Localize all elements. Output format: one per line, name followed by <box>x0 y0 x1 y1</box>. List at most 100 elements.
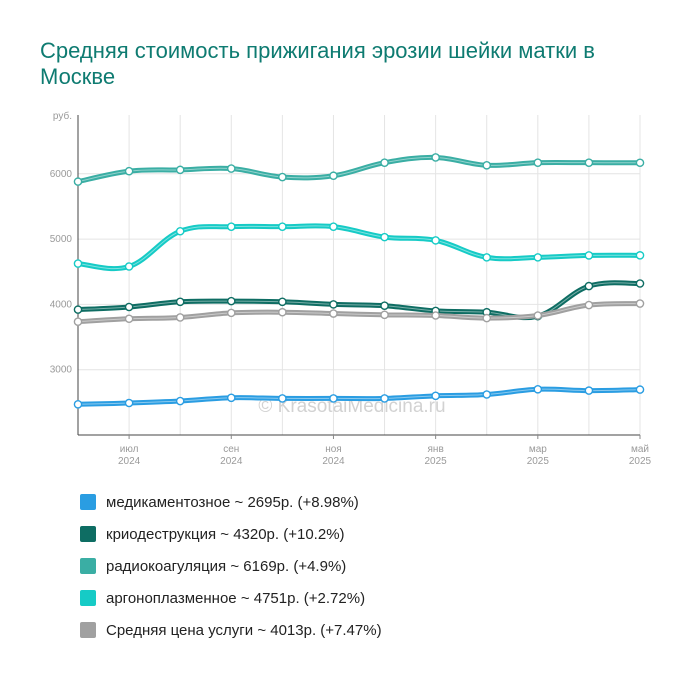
data-point <box>380 158 389 167</box>
legend-swatch <box>80 526 96 542</box>
data-point <box>226 296 236 306</box>
legend-series-summary: ~ 2695р. (+8.98%) <box>234 493 359 511</box>
x-tick-label-month: май <box>631 444 649 455</box>
legend-series-summary: ~ 4013р. (+7.47%) <box>257 621 382 639</box>
legend-series-summary: ~ 6169р. (+4.9%) <box>230 557 347 575</box>
series-line-highlight <box>77 303 641 323</box>
x-tick-label-year: 2024 <box>118 456 141 467</box>
data-point <box>278 307 287 317</box>
data-point <box>329 222 338 231</box>
legend-series-name: радиокоагуляция <box>106 557 227 575</box>
data-point <box>431 153 440 162</box>
x-tick-label-year: 2025 <box>527 456 550 467</box>
data-point <box>329 394 338 403</box>
legend-item-4: аргоноплазменное ~ 4751р. (+2.72%) <box>80 582 382 614</box>
series-4 <box>73 222 645 272</box>
data-point <box>380 394 389 403</box>
x-tick-label-year: 2024 <box>220 456 243 467</box>
data-point <box>482 390 492 399</box>
legend-swatch <box>80 494 96 510</box>
y-tick-label: 3000 <box>50 365 73 376</box>
y-tick-label: 4000 <box>50 299 73 310</box>
data-point <box>73 317 83 326</box>
x-tick-label-month: мар <box>529 444 547 455</box>
data-point <box>329 300 338 309</box>
data-point <box>124 314 134 324</box>
chart-legend: медикаментозное ~ 2695р. (+8.98%) криодес… <box>80 486 382 646</box>
data-point <box>635 279 645 288</box>
series-line <box>75 154 643 185</box>
watermark-text: © KrasotaiMedicina.ru <box>258 396 445 417</box>
data-point <box>329 309 338 318</box>
legend-series-name: аргоноплазменное <box>106 589 237 607</box>
legend-series-name: криодеструкция <box>106 525 217 543</box>
series-line-highlight <box>77 388 641 405</box>
series-3 <box>73 153 645 186</box>
data-point <box>635 385 645 394</box>
legend-item-5: Средняя цена услуги ~ 4013р. (+7.47%) <box>80 614 382 646</box>
legend-series-name: медикаментозное <box>106 493 231 511</box>
data-point <box>175 396 185 406</box>
line-chart: 3000400050006000руб.июл2024сен2024ноя202… <box>50 110 652 467</box>
data-point <box>226 393 236 403</box>
y-axis-unit: руб. <box>53 110 72 122</box>
data-point <box>329 171 338 181</box>
data-point <box>124 302 134 312</box>
data-point <box>226 308 236 318</box>
data-point <box>431 391 440 401</box>
data-point <box>124 398 134 408</box>
data-point <box>226 222 236 231</box>
data-point <box>175 226 185 236</box>
data-point <box>175 313 185 322</box>
data-point <box>73 177 83 186</box>
series-line-highlight <box>77 156 641 183</box>
data-point <box>533 384 543 394</box>
series-5 <box>73 299 645 326</box>
series-line <box>75 223 643 272</box>
legend-item-2: криодеструкция ~ 4320р. (+10.2%) <box>80 518 382 550</box>
series-line <box>75 386 643 407</box>
data-point <box>533 311 543 320</box>
x-tick-label-year: 2024 <box>322 456 345 467</box>
y-tick-label: 5000 <box>50 234 73 245</box>
legend-item-3: радиокоагуляция ~ 6169р. (+4.9%) <box>80 550 382 582</box>
data-point <box>73 400 83 409</box>
legend-swatch <box>80 590 96 606</box>
x-tick-label-year: 2025 <box>629 456 652 467</box>
data-point <box>278 172 287 182</box>
data-point <box>73 259 83 268</box>
data-point <box>73 305 83 314</box>
x-tick-label-month: июл <box>120 444 139 455</box>
data-point <box>380 301 389 310</box>
data-point <box>431 236 440 245</box>
data-point <box>380 310 389 320</box>
data-point <box>584 251 594 260</box>
data-point <box>584 158 594 167</box>
chart-title: Средняя стоимость прижигания эрозии шейк… <box>40 38 595 89</box>
legend-series-name: Средняя цена услуги <box>106 621 254 639</box>
x-tick-label-month: янв <box>428 444 444 455</box>
legend-series-summary: ~ 4751р. (+2.72%) <box>240 589 366 607</box>
x-tick-label-month: ноя <box>325 444 342 455</box>
data-point <box>533 253 543 262</box>
data-point <box>226 164 236 173</box>
y-tick-label: 6000 <box>50 169 73 180</box>
legend-swatch <box>80 622 96 638</box>
data-point <box>584 281 594 291</box>
data-point <box>584 386 594 395</box>
data-point <box>635 299 645 308</box>
x-tick-label-month: сен <box>223 444 239 455</box>
data-point <box>380 232 389 242</box>
x-tick-label-year: 2025 <box>425 456 448 467</box>
data-point <box>124 262 134 271</box>
legend-series-summary: ~ 4320р. (+10.2%) <box>220 525 345 543</box>
data-point <box>584 300 594 310</box>
data-point <box>278 297 287 307</box>
data-point <box>482 160 492 170</box>
legend-item-1: медикаментозное ~ 2695р. (+8.98%) <box>80 486 382 518</box>
data-point <box>482 313 492 323</box>
data-point <box>635 158 645 168</box>
data-point <box>124 166 134 176</box>
data-point <box>482 253 492 262</box>
data-point <box>175 165 185 175</box>
